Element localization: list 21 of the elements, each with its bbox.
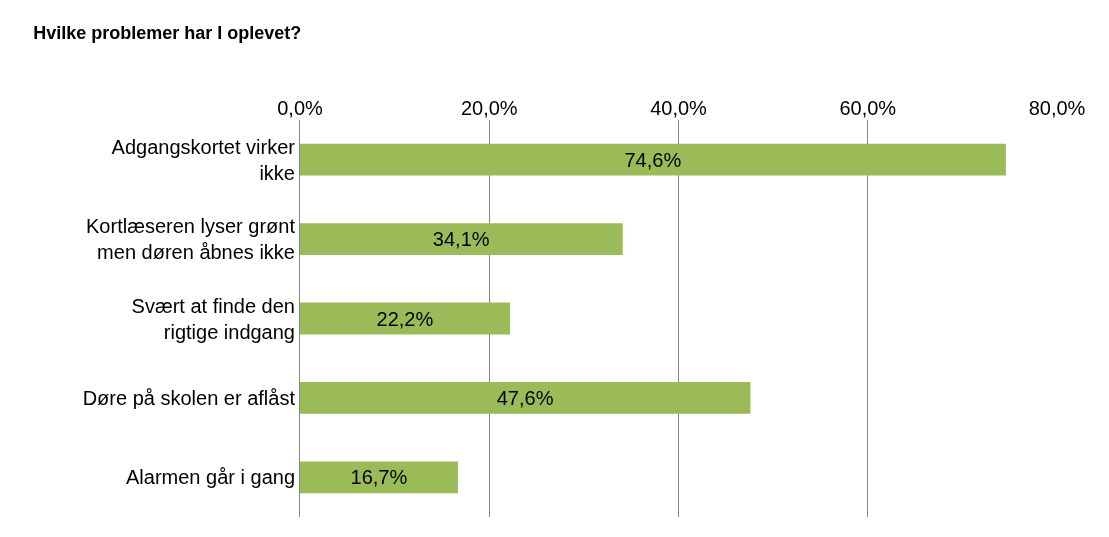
bar [300, 143, 1006, 176]
bar [300, 461, 459, 494]
data-label: 47,6% [496, 386, 554, 409]
y-tick-label: Adgangskortet virker ikke [111, 135, 296, 184]
x-tick-label: 80,0% [1028, 97, 1086, 119]
x-tick-label: 0,0% [277, 97, 324, 119]
bar [300, 382, 751, 414]
bar [300, 302, 511, 335]
data-label: 16,7% [350, 466, 408, 489]
data-label: 34,1% [432, 228, 490, 251]
bar [300, 223, 623, 255]
data-label: 74,6% [624, 148, 682, 171]
y-tick-label: Kortlæseren lyser grønt men døren åbnes ikke [86, 215, 296, 264]
data-label: 22,2% [376, 307, 434, 330]
y-tick-label: Alarmen går i gang [126, 466, 295, 489]
x-tick-label: 40,0% [650, 97, 708, 119]
x-tick-label: 20,0% [460, 97, 518, 119]
chart-title: Hvilke problemer har I oplevet? [33, 23, 302, 44]
y-tick-label: Svært at finde den rigtige indgang [131, 294, 295, 343]
x-tick-label: 60,0% [839, 97, 897, 119]
y-tick-label: Døre på skolen er aflåst [82, 386, 296, 409]
